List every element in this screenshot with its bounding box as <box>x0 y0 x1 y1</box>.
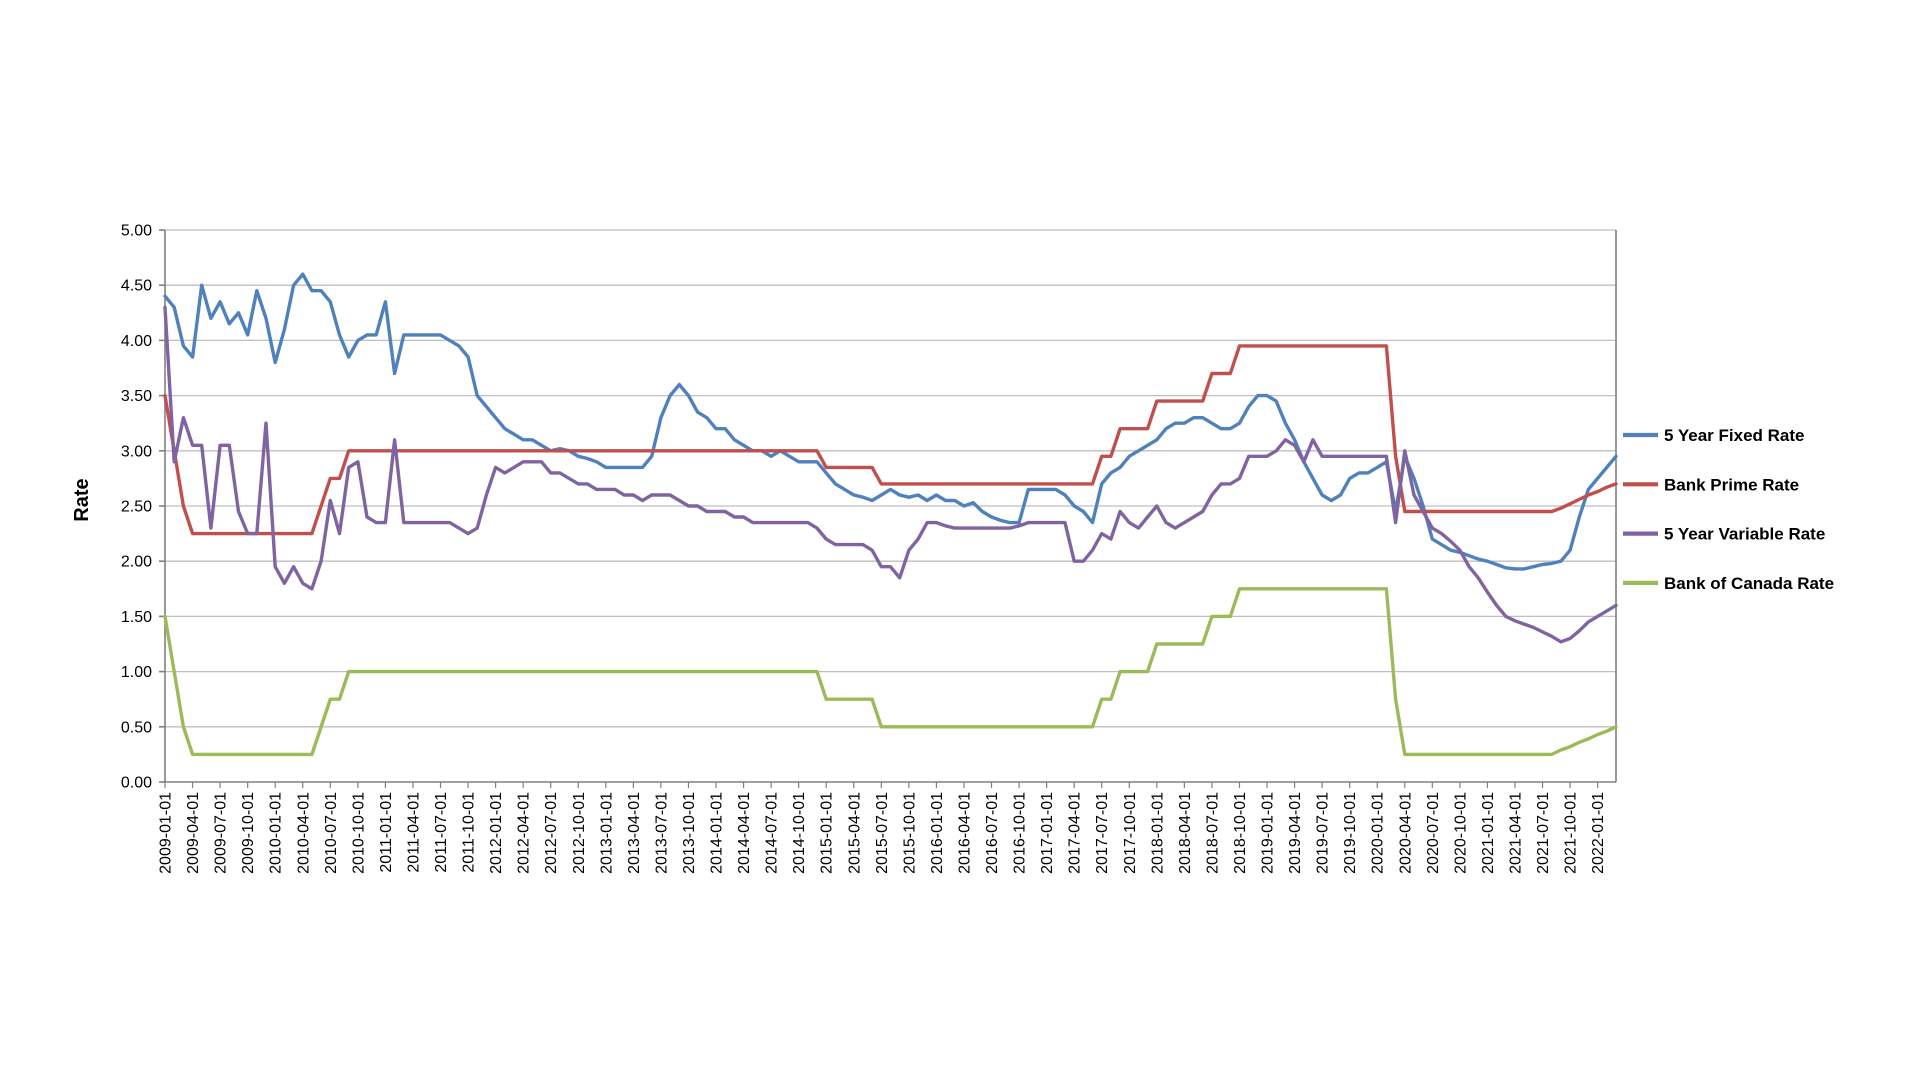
series-line-bank-of-canada-rate <box>163 587 1618 757</box>
x-tick-label: 2011-04-01 <box>405 792 422 873</box>
x-tick-label: 2021-10-01 <box>1563 792 1580 874</box>
x-tick-label: 2014-04-01 <box>736 792 753 874</box>
x-tick-label: 2013-07-01 <box>653 792 670 874</box>
y-tick-label: 2.50 <box>121 499 152 516</box>
x-tick-label: 2012-01-01 <box>488 792 505 874</box>
x-tick-label: 2015-10-01 <box>901 792 918 874</box>
x-tick-label: 2017-07-01 <box>1094 792 1111 874</box>
legend-label-bank-of-canada-rate: Bank of Canada Rate <box>1664 574 1834 593</box>
series-line-5-year-variable-rate <box>163 305 1618 644</box>
x-tick-label: 2018-01-01 <box>1149 792 1166 874</box>
x-tick-label: 2017-01-01 <box>1039 792 1056 874</box>
x-tick-label: 2015-01-01 <box>819 792 836 874</box>
y-tick-label: 4.00 <box>121 333 152 350</box>
x-tick-label: 2013-01-01 <box>598 792 615 874</box>
x-tick-label: 2015-04-01 <box>846 792 863 874</box>
x-tick-label: 2014-10-01 <box>791 792 808 874</box>
x-tick-label: 2013-04-01 <box>626 792 643 874</box>
x-tick-label: 2010-01-01 <box>268 792 285 874</box>
x-tick-label: 2009-04-01 <box>185 792 202 874</box>
x-tick-label: 2017-04-01 <box>1067 792 1084 874</box>
x-tick-label: 2016-07-01 <box>984 792 1001 874</box>
legend-label-bank-prime-rate: Bank Prime Rate <box>1664 475 1799 494</box>
y-tick-label: 2.00 <box>121 554 152 571</box>
legend-label-5-year-fixed-rate: 5 Year Fixed Rate <box>1664 426 1805 445</box>
y-tick-label: 1.00 <box>121 664 152 681</box>
x-tick-label: 2012-10-01 <box>571 792 588 874</box>
x-tick-label: 2021-04-01 <box>1507 792 1524 874</box>
x-tick-label: 2018-07-01 <box>1204 792 1221 874</box>
x-tick-label: 2013-10-01 <box>681 792 698 874</box>
x-tick-label: 2015-07-01 <box>874 792 891 874</box>
x-tick-label: 2016-04-01 <box>956 792 973 874</box>
y-tick-label: 3.50 <box>121 388 152 405</box>
x-tick-label: 2019-01-01 <box>1260 792 1277 874</box>
y-tick-label: 4.50 <box>121 278 152 295</box>
x-tick-label: 2018-10-01 <box>1232 792 1249 874</box>
y-tick-label: 1.50 <box>121 609 152 626</box>
x-tick-label: 2017-10-01 <box>1122 792 1139 874</box>
x-tick-label: 2020-10-01 <box>1452 792 1469 874</box>
x-tick-label: 2009-01-01 <box>158 792 175 874</box>
x-tick-label: 2019-04-01 <box>1287 792 1304 874</box>
x-tick-label: 2020-01-01 <box>1370 792 1387 874</box>
x-tick-label: 2020-07-01 <box>1425 792 1442 874</box>
x-tick-label: 2022-01-01 <box>1590 792 1607 874</box>
x-tick-label: 2016-01-01 <box>929 792 946 874</box>
x-tick-label: 2019-10-01 <box>1342 792 1359 874</box>
x-tick-label: 2021-07-01 <box>1535 792 1552 874</box>
x-tick-label: 2011-10-01 <box>461 792 478 873</box>
y-tick-label: 5.00 <box>121 223 152 240</box>
x-tick-label: 2014-01-01 <box>709 792 726 874</box>
y-tick-label: 3.00 <box>121 443 152 460</box>
series-line-5-year-fixed-rate <box>163 272 1618 571</box>
x-tick-label: 2021-01-01 <box>1480 792 1497 874</box>
series-line-bank-prime-rate <box>163 344 1618 536</box>
x-tick-label: 2010-04-01 <box>295 792 312 874</box>
x-tick-label: 2019-07-01 <box>1315 792 1332 874</box>
x-tick-label: 2012-04-01 <box>516 792 533 874</box>
x-tick-label: 2014-07-01 <box>764 792 781 874</box>
y-tick-label: 0.00 <box>121 775 152 792</box>
x-tick-label: 2011-01-01 <box>378 792 395 873</box>
x-tick-label: 2011-07-01 <box>433 792 450 873</box>
x-tick-label: 2010-10-01 <box>350 792 367 874</box>
legend-label-5-year-variable-rate: 5 Year Variable Rate <box>1664 525 1825 544</box>
x-tick-label: 2012-07-01 <box>543 792 560 874</box>
y-tick-label: 0.50 <box>121 719 152 736</box>
x-tick-label: 2018-04-01 <box>1177 792 1194 874</box>
x-tick-label: 2016-10-01 <box>1012 792 1029 874</box>
x-tick-label: 2010-07-01 <box>323 792 340 874</box>
x-tick-label: 2020-04-01 <box>1397 792 1414 874</box>
x-tick-label: 2009-10-01 <box>240 792 257 874</box>
x-tick-label: 2009-07-01 <box>213 792 230 874</box>
